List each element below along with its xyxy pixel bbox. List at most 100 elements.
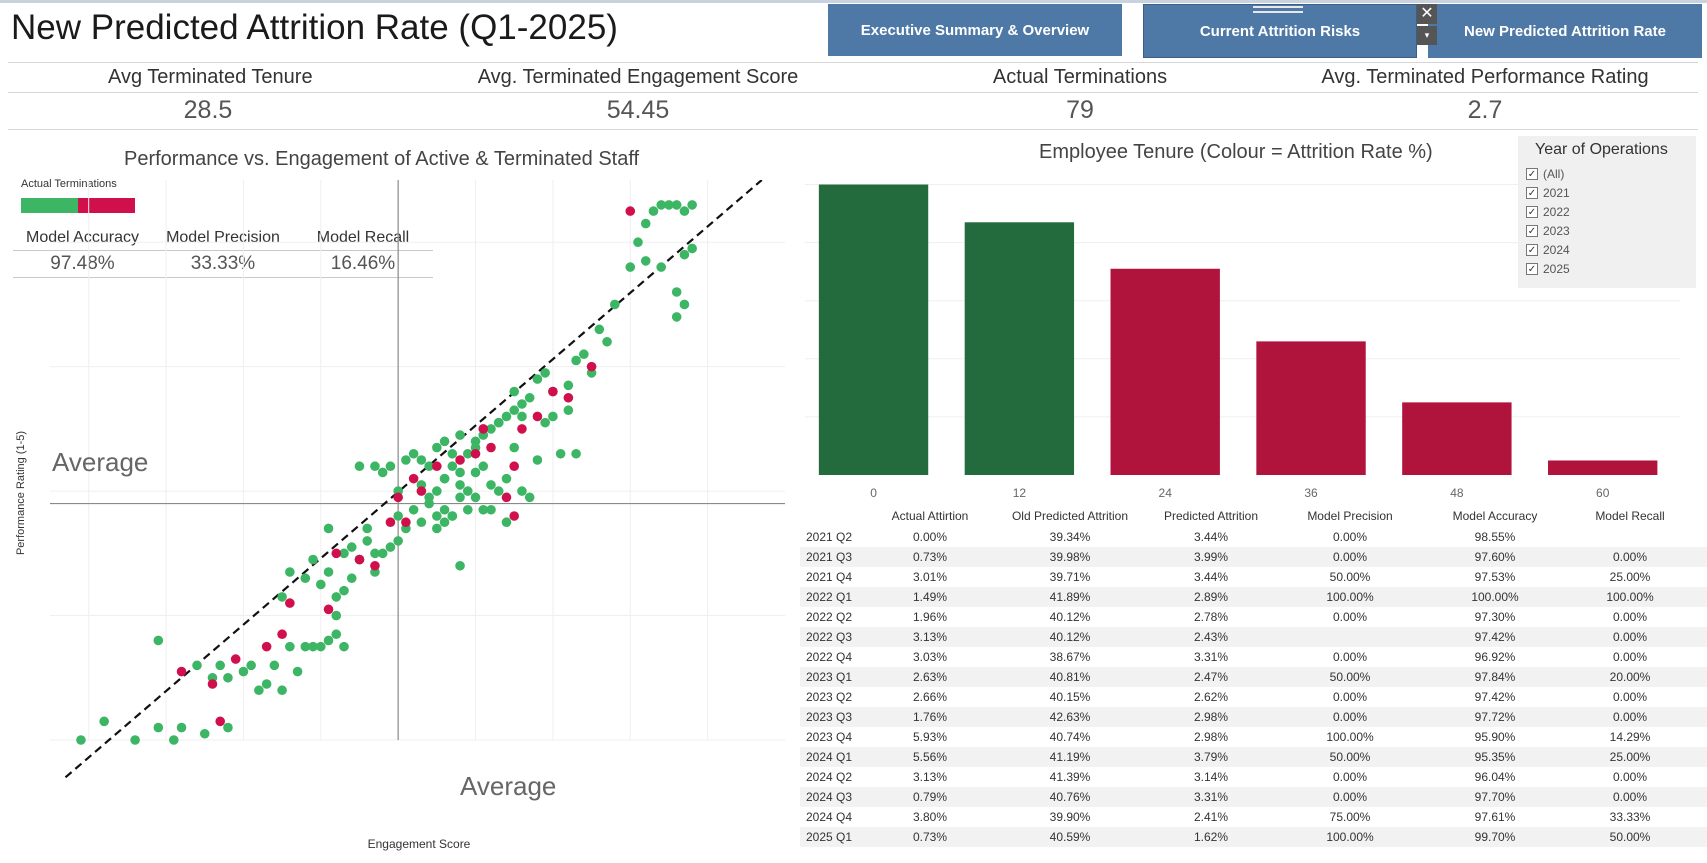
terminated-point[interactable] xyxy=(416,486,427,496)
active-point[interactable] xyxy=(300,573,311,584)
active-point[interactable] xyxy=(571,448,581,459)
active-point[interactable] xyxy=(377,548,388,559)
terminated-point[interactable] xyxy=(563,392,574,403)
active-point[interactable] xyxy=(470,467,481,478)
active-point[interactable] xyxy=(246,660,256,671)
filter-item-2025[interactable]: ✓ 2025 xyxy=(1526,262,1570,276)
active-point[interactable] xyxy=(671,287,682,297)
nav-executive-summary-button[interactable]: Executive Summary & Overview xyxy=(828,4,1122,56)
active-point[interactable] xyxy=(486,424,496,434)
active-point[interactable] xyxy=(455,560,465,571)
active-point[interactable] xyxy=(517,411,527,422)
active-point[interactable] xyxy=(656,200,667,210)
active-point[interactable] xyxy=(215,660,226,671)
active-point[interactable] xyxy=(323,523,334,534)
terminated-point[interactable] xyxy=(261,641,272,652)
active-point[interactable] xyxy=(640,256,651,266)
active-point[interactable] xyxy=(176,722,187,733)
active-point[interactable] xyxy=(524,392,535,403)
active-point[interactable] xyxy=(594,324,605,335)
active-point[interactable] xyxy=(331,592,342,602)
active-point[interactable] xyxy=(370,548,380,559)
scatter-points[interactable] xyxy=(76,200,697,745)
active-point[interactable] xyxy=(424,498,434,509)
active-point[interactable] xyxy=(462,504,473,515)
active-point[interactable] xyxy=(648,206,659,216)
terminated-point[interactable] xyxy=(176,666,187,677)
active-point[interactable] xyxy=(339,548,349,559)
active-point[interactable] xyxy=(671,312,682,322)
terminated-point[interactable] xyxy=(625,206,636,216)
active-point[interactable] xyxy=(478,461,489,472)
terminated-point[interactable] xyxy=(408,473,419,484)
checkbox-icon[interactable]: ✓ xyxy=(1526,168,1538,180)
active-point[interactable] xyxy=(609,299,620,310)
active-point[interactable] xyxy=(99,716,109,727)
active-point[interactable] xyxy=(470,436,481,447)
active-point[interactable] xyxy=(269,660,280,671)
terminated-point[interactable] xyxy=(385,517,396,528)
checkbox-icon[interactable]: ✓ xyxy=(1526,225,1538,237)
active-point[interactable] xyxy=(524,492,535,503)
active-point[interactable] xyxy=(261,679,272,689)
active-point[interactable] xyxy=(300,641,311,652)
active-point[interactable] xyxy=(199,728,210,739)
tenure-bar[interactable] xyxy=(1548,460,1658,475)
bar-series[interactable] xyxy=(818,184,1658,475)
active-point[interactable] xyxy=(447,511,458,521)
active-point[interactable] xyxy=(238,666,249,677)
active-point[interactable] xyxy=(377,467,388,478)
terminated-point[interactable] xyxy=(455,455,465,465)
active-point[interactable] xyxy=(664,200,674,210)
active-point[interactable] xyxy=(462,448,473,459)
active-point[interactable] xyxy=(331,629,342,640)
terminated-point[interactable] xyxy=(207,679,218,689)
active-point[interactable] xyxy=(323,635,334,646)
active-point[interactable] xyxy=(277,592,287,602)
active-point[interactable] xyxy=(308,554,318,565)
active-point[interactable] xyxy=(509,442,520,453)
terminated-point[interactable] xyxy=(478,424,489,434)
active-point[interactable] xyxy=(517,486,527,496)
tenure-bar[interactable] xyxy=(1110,268,1220,475)
tenure-bar-chart[interactable]: 0 12 24 36 48 60 xyxy=(800,170,1690,505)
filter-item-2024[interactable]: ✓ 2024 xyxy=(1526,243,1570,257)
active-point[interactable] xyxy=(408,448,419,459)
terminated-point[interactable] xyxy=(323,604,334,615)
terminated-point[interactable] xyxy=(432,461,442,472)
filter-item-2023[interactable]: ✓ 2023 xyxy=(1526,224,1570,238)
active-point[interactable] xyxy=(339,585,349,596)
active-point[interactable] xyxy=(563,405,574,416)
active-point[interactable] xyxy=(486,480,496,490)
close-icon[interactable]: ✕ xyxy=(1417,4,1437,24)
active-point[interactable] xyxy=(408,504,419,515)
active-point[interactable] xyxy=(671,200,682,210)
terminated-point[interactable] xyxy=(486,442,496,453)
active-point[interactable] xyxy=(292,666,303,677)
active-point[interactable] xyxy=(640,218,651,229)
active-point[interactable] xyxy=(455,467,465,478)
terminated-point[interactable] xyxy=(532,411,543,422)
active-point[interactable] xyxy=(346,542,357,552)
active-point[interactable] xyxy=(308,641,318,652)
active-point[interactable] xyxy=(331,610,342,621)
active-point[interactable] xyxy=(447,448,458,459)
active-point[interactable] xyxy=(563,380,574,391)
terminated-point[interactable] xyxy=(393,492,403,503)
active-point[interactable] xyxy=(532,374,543,384)
active-point[interactable] xyxy=(401,455,411,465)
active-point[interactable] xyxy=(439,436,450,447)
active-point[interactable] xyxy=(323,567,334,577)
active-point[interactable] xyxy=(285,567,295,577)
active-point[interactable] xyxy=(548,411,558,422)
terminated-point[interactable] xyxy=(586,361,597,372)
active-point[interactable] xyxy=(509,386,520,397)
active-point[interactable] xyxy=(153,635,164,646)
active-point[interactable] xyxy=(517,399,527,409)
active-point[interactable] xyxy=(687,243,697,254)
active-point[interactable] xyxy=(254,685,264,696)
checkbox-icon[interactable]: ✓ xyxy=(1526,187,1538,199)
filter-item-2022[interactable]: ✓ 2022 xyxy=(1526,205,1570,219)
active-point[interactable] xyxy=(679,206,690,216)
checkbox-icon[interactable]: ✓ xyxy=(1526,263,1538,275)
